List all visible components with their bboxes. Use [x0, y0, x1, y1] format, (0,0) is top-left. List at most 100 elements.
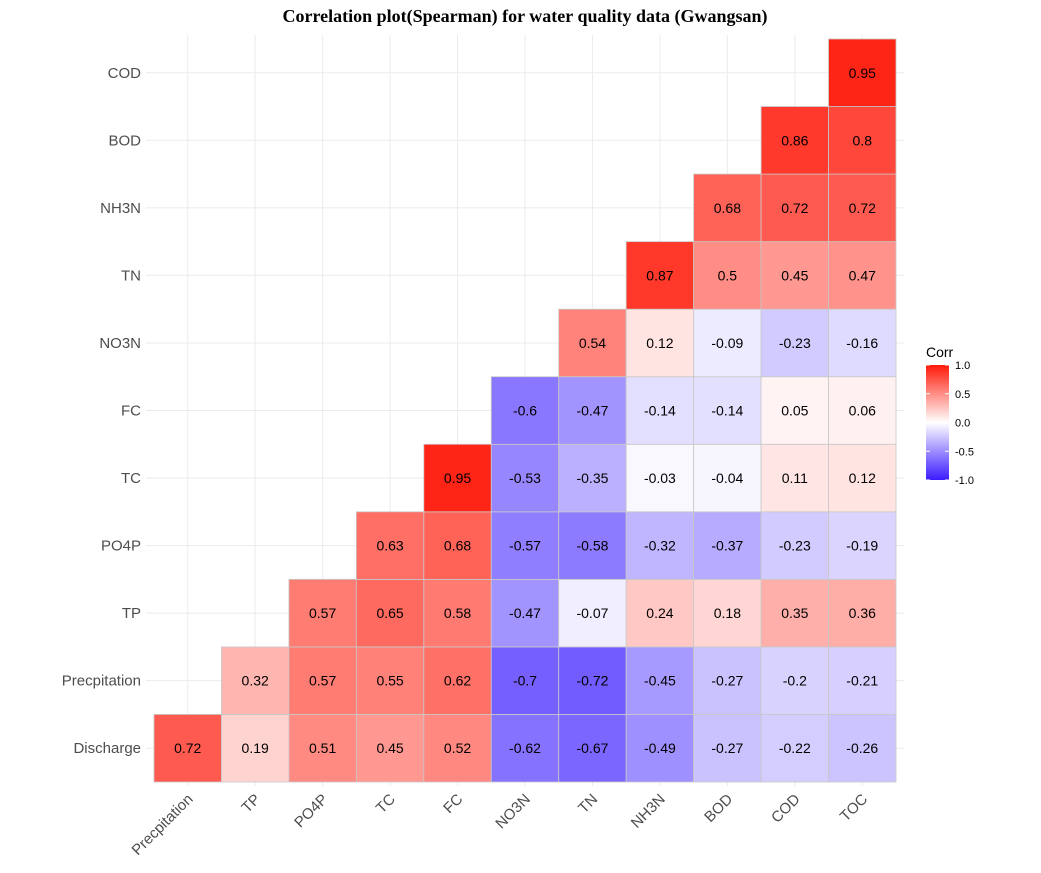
heatmap-cell [558, 443, 627, 513]
heatmap-cell [693, 646, 762, 715]
cell-value-label: -0.58 [576, 538, 608, 554]
heatmap-cell [828, 443, 897, 513]
heatmap-cell [558, 308, 627, 378]
y-tick-label: NH3N [100, 200, 141, 217]
cell-value-label: 0.95 [849, 65, 876, 81]
cell-value-label: -0.6 [513, 403, 537, 419]
heatmap-cell [288, 578, 357, 648]
heatmap-cell [693, 578, 762, 648]
legend-tick-label: 1.0 [955, 360, 970, 372]
heatmap-cell [693, 308, 762, 378]
heatmap-cell [828, 646, 897, 715]
heatmap-cell [221, 714, 290, 783]
cell-value-label: -0.21 [846, 673, 878, 689]
cell-value-label: 0.86 [781, 132, 808, 148]
cell-value-label: -0.16 [846, 335, 878, 351]
cell-value-label: 0.32 [242, 673, 269, 689]
cell-value-label: 0.65 [376, 605, 403, 621]
cell-value-label: -0.47 [576, 403, 608, 419]
y-tick-label: COD [108, 65, 142, 82]
cell-value-label: 0.45 [376, 740, 403, 756]
heatmap-cell [828, 106, 897, 175]
heatmap-cells [153, 38, 897, 783]
cell-value-label: 0.63 [376, 538, 403, 554]
cell-value-label: 0.72 [174, 740, 201, 756]
y-tick-label: PO4P [101, 538, 141, 555]
cell-value-label: 0.55 [376, 673, 403, 689]
x-tick-label: Precpitation [129, 791, 197, 859]
legend-tick-label: 0.0 [955, 418, 970, 430]
heatmap-cell [288, 646, 357, 715]
cell-value-label: -0.03 [644, 470, 676, 486]
heatmap-cell [625, 646, 695, 715]
heatmap-cell [625, 443, 695, 513]
heatmap-cell [423, 511, 492, 580]
y-tick-label: Precpitation [62, 673, 141, 690]
x-tick-label: COD [768, 791, 804, 827]
cell-value-label: -0.22 [779, 740, 811, 756]
y-tick-label: NO3N [99, 335, 141, 352]
heatmap-cell [828, 511, 897, 580]
heatmap-cell [625, 376, 695, 445]
cell-value-label: -0.67 [576, 740, 608, 756]
heatmap-cell [693, 173, 762, 243]
heatmap-cell [490, 714, 560, 783]
heatmap-cell [355, 511, 425, 580]
cell-value-label: -0.09 [711, 335, 743, 351]
heatmap-cell [558, 511, 627, 580]
heatmap-cell [828, 38, 897, 107]
x-tick-label: FC [440, 791, 466, 817]
heatmap-cell [828, 308, 897, 378]
heatmap-cell [760, 714, 829, 783]
cell-value-label: -0.57 [509, 538, 541, 554]
legend-title: Corr [926, 344, 954, 360]
heatmap-cell [828, 578, 897, 648]
heatmap-cell [693, 376, 762, 445]
cell-value-label: 0.47 [849, 267, 876, 283]
cell-value-label: 0.57 [309, 605, 336, 621]
heatmap-cell [355, 646, 425, 715]
heatmap-cell [490, 646, 560, 715]
heatmap-cell [355, 578, 425, 648]
heatmap-cell [760, 443, 829, 513]
cell-value-label: 0.87 [646, 267, 673, 283]
heatmap-cell [760, 511, 829, 580]
cell-value-label: -0.53 [509, 470, 541, 486]
heatmap-cell [558, 376, 627, 445]
cell-value-label: -0.62 [509, 740, 541, 756]
cell-value-label: -0.47 [509, 605, 541, 621]
heatmap-cell [221, 646, 290, 715]
heatmap-cell [828, 173, 897, 243]
cell-value-label: 0.62 [444, 673, 471, 689]
cell-value-label: -0.7 [513, 673, 537, 689]
cell-value-label: -0.14 [711, 403, 743, 419]
cell-value-label: 0.68 [714, 200, 741, 216]
heatmap-cell [625, 241, 695, 310]
cell-value-label: 0.12 [646, 335, 673, 351]
x-tick-label: TC [373, 791, 399, 817]
heatmap-cell [760, 173, 829, 243]
y-tick-label: TN [121, 267, 141, 284]
heatmap-cell [288, 714, 357, 783]
heatmap-cell [625, 511, 695, 580]
cell-value-label: -0.07 [576, 605, 608, 621]
legend-ticks: 1.0 0.5 0.0 -0.5 -1.0 [926, 360, 974, 487]
cell-value-label: -0.27 [711, 673, 743, 689]
cell-value-label: -0.45 [644, 673, 676, 689]
y-tick-label: TC [121, 470, 141, 487]
cell-value-label: -0.72 [576, 673, 608, 689]
x-tick-label: TOC [837, 791, 871, 825]
legend: Corr 1.0 0.5 0.0 -0.5 -1.0 [926, 344, 974, 487]
cell-value-label: -0.23 [779, 335, 811, 351]
heatmap-cell [760, 241, 829, 310]
cell-value-label: -0.27 [711, 740, 743, 756]
cell-value-label: -0.2 [783, 673, 807, 689]
chart-title: Correlation plot(Spearman) for water qua… [283, 6, 768, 27]
cell-value-label: 0.36 [849, 605, 876, 621]
cell-labels: 0.72 0.19 0.51 0.45 0.52 -0.62 -0.67 -0.49 -0.27… [174, 65, 878, 756]
cell-value-label: 0.8 [853, 132, 873, 148]
cell-value-label: -0.37 [711, 538, 743, 554]
y-tick-label: FC [121, 403, 141, 420]
heatmap-cell [153, 714, 222, 783]
